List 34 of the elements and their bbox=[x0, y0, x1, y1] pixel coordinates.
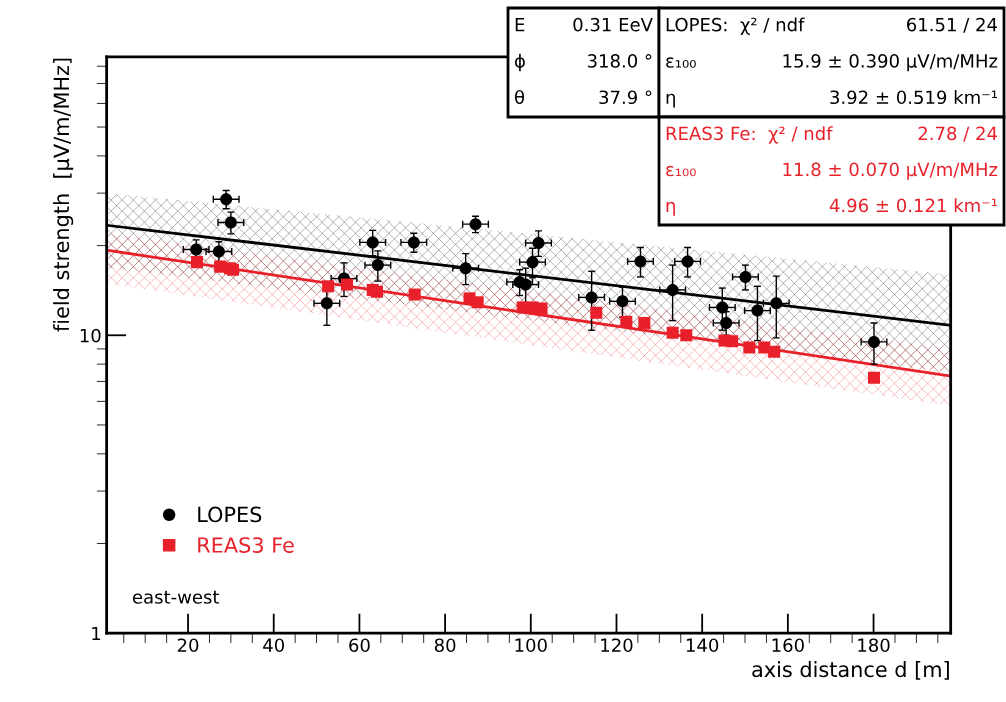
x-tick-label: 180 bbox=[858, 638, 890, 653]
x-tick-label: 40 bbox=[263, 638, 285, 653]
text: 61.51 / 24 bbox=[907, 17, 997, 33]
x-tick-label: 120 bbox=[601, 638, 633, 653]
annotation: 37.9 ° bbox=[599, 90, 652, 105]
y-tick-label: 1 bbox=[92, 626, 101, 641]
annotation: θ bbox=[515, 89, 525, 105]
annotation: 318.0 ° bbox=[587, 54, 652, 68]
y-tick-label: 10 bbox=[80, 328, 101, 343]
annotation: 2.78 / 24 bbox=[918, 126, 997, 142]
x-axis-title: axis distance d [m] bbox=[752, 661, 949, 680]
legend-label: LOPES bbox=[198, 506, 262, 523]
y-axis-title: field strength [μV/m/MHz] bbox=[53, 58, 74, 332]
annotation: 3.92 ± 0.519 km⁻¹ bbox=[830, 90, 998, 105]
x-tick-label: 100 bbox=[515, 638, 547, 653]
annotation: east-west bbox=[132, 590, 220, 604]
annotation: η bbox=[666, 201, 675, 216]
annotation: 4.96 ± 0.121 km⁻¹ bbox=[829, 198, 998, 213]
annotation: ϕ bbox=[514, 53, 525, 72]
x-tick-label: 20 bbox=[177, 638, 199, 653]
annotation: ε₁₀₀ bbox=[666, 165, 696, 177]
text: E bbox=[515, 17, 525, 32]
annotation: 11.8 ± 0.070 μV/m/MHz bbox=[783, 162, 998, 180]
annotation: REAS3 Fe: χ² / ndf bbox=[666, 126, 833, 144]
annotation: 15.9 ± 0.390 μV/m/MHz bbox=[783, 54, 998, 72]
x-tick-label: 140 bbox=[686, 638, 719, 653]
text: LOPES: χ² / ndf bbox=[666, 17, 805, 35]
text: 0.31 EeV bbox=[573, 17, 653, 32]
x-tick-label: 60 bbox=[349, 638, 370, 653]
x-tick-label: 80 bbox=[434, 638, 456, 653]
annotation: η bbox=[666, 93, 675, 108]
x-tick-label: 160 bbox=[772, 638, 804, 653]
legend-label: REAS3 Fe bbox=[198, 537, 294, 553]
annotation: ε₁₀₀ bbox=[666, 57, 696, 68]
